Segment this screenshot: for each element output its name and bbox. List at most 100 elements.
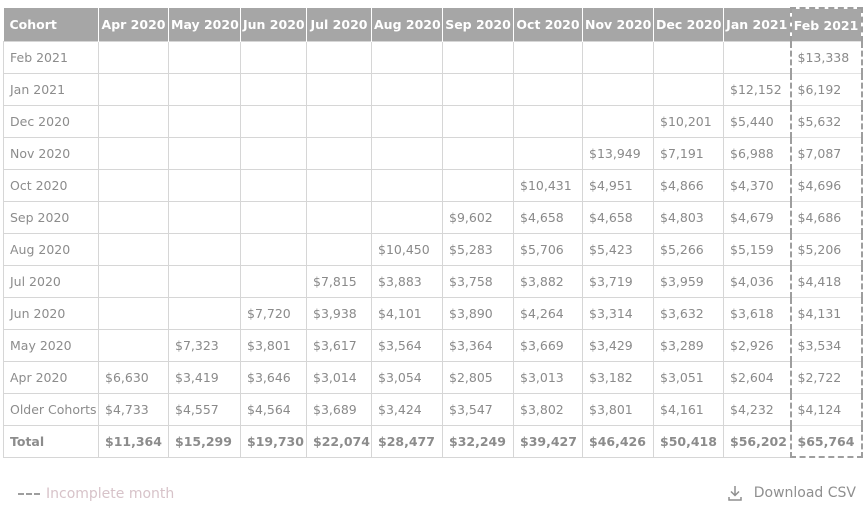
column-header-month: Feb 2021 [789,7,863,42]
revenue-cell [513,41,583,74]
revenue-cell [98,329,169,362]
legend-label: Incomplete month [46,486,175,502]
revenue-cell: $10,201 [653,105,724,138]
revenue-cell: $3,938 [306,297,372,330]
revenue-cell [371,73,443,106]
revenue-cell [306,41,372,74]
revenue-cell [582,41,654,74]
revenue-cell: $4,557 [168,393,241,426]
revenue-cell: $4,733 [98,393,169,426]
revenue-cell: $3,051 [653,361,724,394]
revenue-cell: $3,719 [582,265,654,298]
revenue-cell: $7,191 [653,137,724,170]
revenue-cell: $3,364 [442,329,514,362]
revenue-cell: $6,630 [98,361,169,394]
revenue-cell: $6,192 [789,73,863,106]
revenue-cell [306,73,372,106]
revenue-cell [582,105,654,138]
revenue-cell: $7,720 [240,297,307,330]
revenue-cell: $4,036 [723,265,791,298]
column-header-month: Oct 2020 [513,8,583,42]
total-cell: $28,477 [371,425,443,458]
revenue-cell [513,137,583,170]
revenue-cell: $3,758 [442,265,514,298]
total-cell: $50,418 [653,425,724,458]
revenue-cell: $13,949 [582,137,654,170]
revenue-cell: $3,802 [513,393,583,426]
revenue-cell [98,137,169,170]
revenue-cell [442,137,514,170]
revenue-cell [98,265,169,298]
revenue-cell: $3,801 [582,393,654,426]
column-header-month: Nov 2020 [582,8,654,42]
total-label: Total [3,425,99,458]
revenue-cell [98,41,169,74]
total-row: Total $11,364 $15,299 $19,730 $22,074 $28,477… [3,425,863,458]
revenue-cell: $5,283 [442,233,514,266]
table-row: Jun 2020 $7,720 $3,938 $4,101 $3,890 $4,264 $3… [3,297,863,330]
revenue-cell [442,105,514,138]
cohort-label: Aug 2020 [3,233,99,266]
revenue-cell [168,233,241,266]
table-row: Sep 2020 $9,602 $4,658 $4,658 $4,803 $4,679 $4… [3,201,863,234]
revenue-cell [98,233,169,266]
total-cell: $32,249 [442,425,514,458]
revenue-cell: $3,424 [371,393,443,426]
revenue-cell: $5,440 [723,105,791,138]
revenue-cell: $3,883 [371,265,443,298]
revenue-cell [653,41,724,74]
revenue-cell [723,41,791,74]
revenue-cell [582,73,654,106]
column-header-month: Apr 2020 [98,8,169,42]
download-csv-button[interactable]: Download CSV [726,484,856,502]
revenue-cell: $3,669 [513,329,583,362]
revenue-cell: $4,951 [582,169,654,202]
revenue-cell: $6,988 [723,137,791,170]
total-cell: $65,764 [789,425,863,458]
revenue-cell [306,201,372,234]
revenue-cell [98,169,169,202]
revenue-cell [168,265,241,298]
revenue-cell [442,73,514,106]
table-row: Oct 2020 $10,431 $4,951 $4,866 $4,370 $4,696 [3,169,863,202]
revenue-cell: $4,101 [371,297,443,330]
revenue-cell: $4,418 [789,265,863,298]
download-label: Download CSV [753,485,856,501]
revenue-cell [371,105,443,138]
table-row: Dec 2020 $10,201 $5,440 $5,632 [3,105,863,138]
revenue-cell: $3,314 [582,297,654,330]
column-header-month: Dec 2020 [653,8,724,42]
total-cell: $46,426 [582,425,654,458]
revenue-cell [240,73,307,106]
column-header-month: Jan 2021 [723,8,791,42]
revenue-cell: $10,450 [371,233,443,266]
revenue-cell: $10,431 [513,169,583,202]
revenue-cell: $4,370 [723,169,791,202]
cohort-label: Oct 2020 [3,169,99,202]
revenue-cell: $2,722 [789,361,863,394]
revenue-cell: $3,182 [582,361,654,394]
revenue-cell: $3,632 [653,297,724,330]
revenue-cell [240,233,307,266]
revenue-cell [371,41,443,74]
dashed-line-icon [18,493,40,495]
table-header: Cohort Apr 2020 May 2020 Jun 2020 Jul 2020 Au… [3,7,863,42]
revenue-cell: $3,890 [442,297,514,330]
column-header-month: Aug 2020 [371,8,443,42]
revenue-cell [240,105,307,138]
table-row: Apr 2020 $6,630 $3,419 $3,646 $3,014 $3,054 $2… [3,361,863,394]
revenue-cell: $3,689 [306,393,372,426]
cohort-label: Jun 2020 [3,297,99,330]
revenue-cell: $5,706 [513,233,583,266]
revenue-cell [168,137,241,170]
revenue-cell [240,137,307,170]
column-header-month: May 2020 [168,8,241,42]
total-cell: $15,299 [168,425,241,458]
revenue-cell [653,73,724,106]
revenue-cell: $3,547 [442,393,514,426]
total-cell: $19,730 [240,425,307,458]
revenue-cell: $4,124 [789,393,863,426]
revenue-cell: $5,632 [789,105,863,138]
cohort-label: Nov 2020 [3,137,99,170]
